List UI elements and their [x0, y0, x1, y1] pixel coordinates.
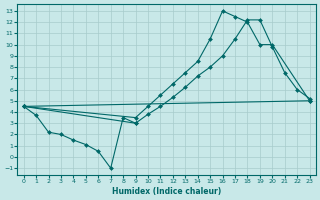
X-axis label: Humidex (Indice chaleur): Humidex (Indice chaleur) [112, 187, 221, 196]
